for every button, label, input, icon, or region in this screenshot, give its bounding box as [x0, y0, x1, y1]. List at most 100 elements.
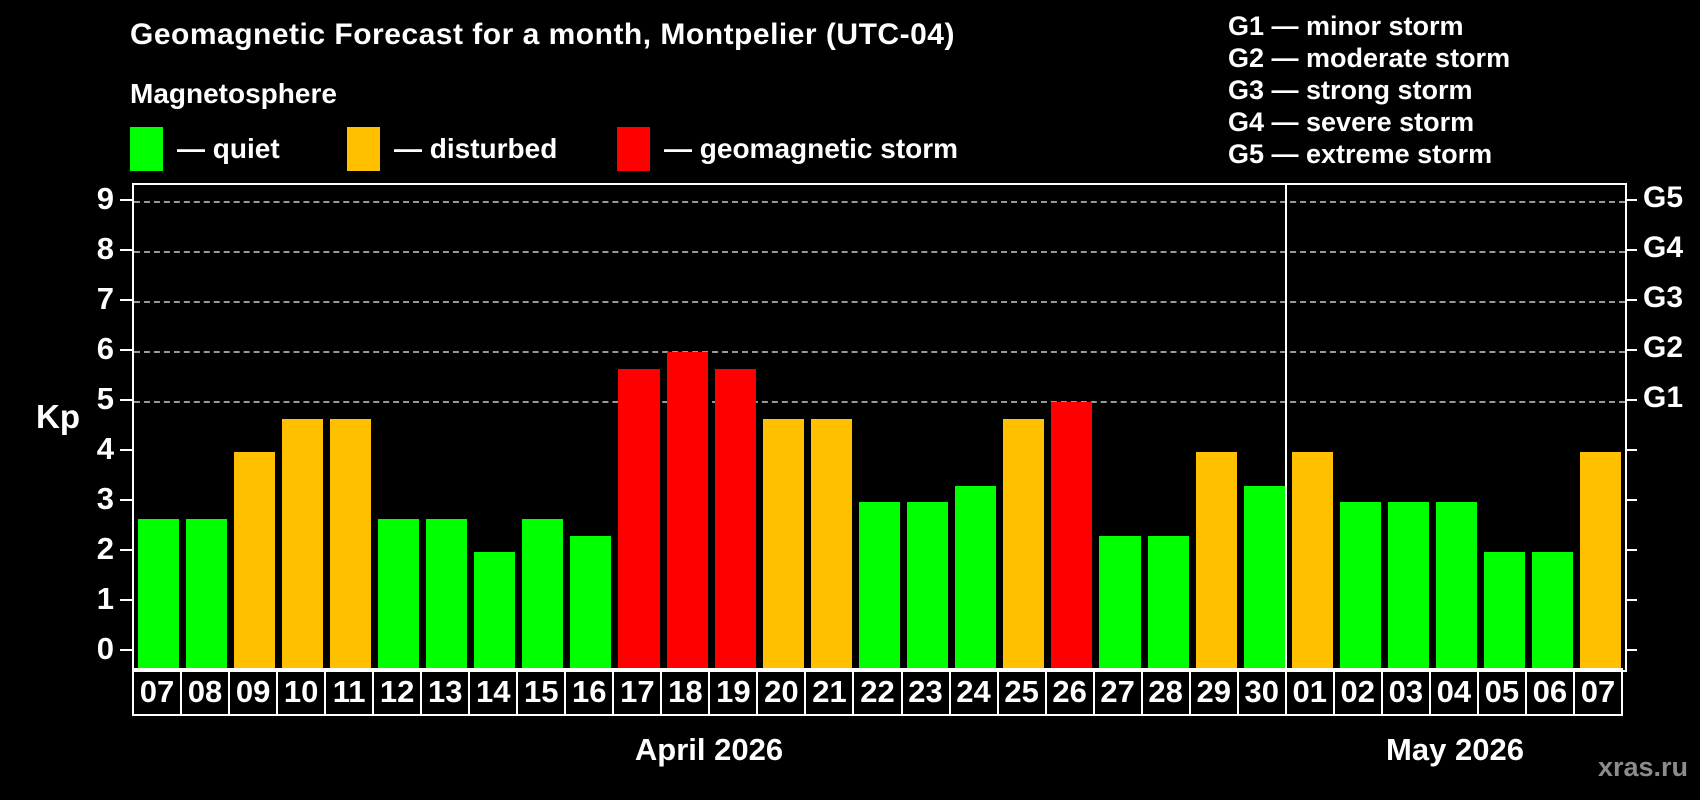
legend-item-storm: — geomagnetic storm	[617, 126, 958, 172]
right-tick-2	[1625, 549, 1637, 551]
kp-bar-april-12	[377, 518, 420, 670]
kp-bar-april-07	[137, 518, 179, 670]
left-tick-7	[120, 299, 132, 301]
chart-title: Geomagnetic Forecast for a month, Montpe…	[130, 18, 955, 51]
legend-item-disturbed: — disturbed	[347, 126, 557, 172]
date-cell-april-15: 15	[518, 670, 567, 714]
kp-bar-april-24	[955, 485, 997, 670]
left-tick-1	[120, 599, 132, 601]
date-cell-april-20: 20	[758, 670, 807, 714]
kp-bar-april-28	[1147, 535, 1189, 670]
chart-subtitle: Magnetosphere	[130, 78, 337, 109]
date-cell-april-16: 16	[566, 670, 615, 714]
kp-bar-april-13	[426, 518, 468, 670]
kp-bar-april-22	[858, 502, 901, 670]
right-tick-7	[1625, 299, 1637, 301]
g-axis-label-g2: G2	[1643, 331, 1684, 364]
kp-bar-april-25	[1003, 418, 1045, 670]
kp-bar-may-07	[1580, 452, 1622, 670]
storm-color-swatch	[617, 127, 650, 171]
disturbed-color-swatch	[347, 127, 380, 171]
date-cell-april-17: 17	[614, 670, 663, 714]
y-tick-label-6: 6	[96, 331, 114, 366]
date-cell-april-11: 11	[326, 670, 375, 714]
right-tick-6	[1625, 349, 1637, 351]
y-tick-label-5: 5	[96, 381, 114, 416]
y-tick-label-3: 3	[96, 481, 114, 516]
date-cell-may-02: 02	[1335, 670, 1383, 714]
kp-bar-april-27	[1099, 535, 1141, 670]
kp-bar-april-29	[1195, 452, 1237, 670]
gridline-kp-6	[134, 351, 1625, 353]
legend-item-quiet: — quiet	[130, 126, 280, 172]
kp-bar-april-14	[474, 552, 516, 670]
date-cell-april-18: 18	[662, 670, 711, 714]
date-cell-april-22: 22	[854, 670, 903, 714]
date-cell-may-04: 04	[1431, 670, 1479, 714]
gridline-kp-7	[134, 301, 1625, 303]
left-tick-4	[120, 449, 132, 451]
legend-label-disturbed: — disturbed	[394, 133, 558, 164]
kp-bar-may-01	[1291, 452, 1333, 670]
kp-bar-april-30	[1243, 485, 1285, 670]
g-axis-label-g3: G3	[1643, 281, 1684, 314]
quiet-color-swatch	[130, 127, 163, 171]
month-label-may: May 2026	[1386, 732, 1524, 767]
g-axis-label-g4: G4	[1643, 231, 1684, 264]
date-cell-april-25: 25	[999, 670, 1047, 714]
y-tick-label-1: 1	[96, 581, 114, 616]
g-legend-line-g4: G4 — severe storm	[1228, 107, 1475, 137]
right-tick-5	[1625, 399, 1637, 401]
date-cell-april-13: 13	[422, 670, 471, 714]
left-tick-8	[120, 249, 132, 251]
right-tick-3	[1625, 499, 1637, 501]
g-axis-label-g1: G1	[1643, 381, 1684, 414]
kp-bar-april-11	[329, 418, 371, 670]
date-cell-april-21: 21	[806, 670, 855, 714]
g-legend-line-g1: G1 — minor storm	[1228, 11, 1464, 41]
date-cell-may-07: 07	[1580, 674, 1616, 709]
date-cell-april-28: 28	[1143, 670, 1191, 714]
kp-bar-april-21	[810, 418, 852, 670]
kp-bar-april-16	[570, 535, 612, 670]
kp-bar-may-06	[1532, 552, 1574, 670]
left-tick-5	[120, 399, 132, 401]
left-tick-2	[120, 549, 132, 551]
right-tick-4	[1625, 449, 1637, 451]
kp-bar-may-04	[1436, 502, 1478, 670]
gridline-kp-9	[134, 201, 1625, 203]
kp-bar-april-26	[1051, 402, 1093, 670]
x-axis-date-row: 07 08 09 10 11 12 13 14 15 16 17 18 19 20 21 22 23 24 25 26…	[132, 668, 1623, 716]
kp-bar-april-18	[666, 352, 708, 670]
y-tick-label-9: 9	[96, 181, 114, 216]
kp-bar-april-10	[281, 418, 323, 670]
plot-area	[132, 183, 1627, 672]
kp-bar-may-03	[1388, 502, 1430, 670]
date-cell-april-08: 08	[182, 670, 231, 714]
kp-bar-april-23	[907, 502, 949, 670]
y-tick-label-0: 0	[96, 631, 114, 666]
legend-label-storm: — geomagnetic storm	[664, 133, 959, 164]
date-cell-may-03: 03	[1383, 670, 1431, 714]
left-tick-9	[120, 199, 132, 201]
date-cell-may-06: 06	[1527, 670, 1575, 714]
right-tick-0	[1625, 649, 1637, 651]
date-cell-april-14: 14	[470, 670, 519, 714]
left-tick-3	[120, 499, 132, 501]
kp-bar-april-08	[185, 518, 227, 670]
kp-bar-april-19	[714, 368, 756, 670]
g-legend-line-g2: G2 — moderate storm	[1228, 43, 1511, 73]
kp-bar-may-05	[1484, 552, 1526, 670]
date-cell-april-26: 26	[1047, 670, 1095, 714]
y-tick-label-2: 2	[96, 531, 114, 566]
gridline-kp-8	[134, 251, 1625, 253]
left-tick-0	[120, 649, 132, 651]
g-legend-line-g3: G3 — strong storm	[1228, 75, 1473, 105]
y-tick-label-7: 7	[96, 281, 114, 316]
left-tick-6	[120, 349, 132, 351]
watermark: xras.ru	[1597, 752, 1688, 782]
right-tick-1	[1625, 599, 1637, 601]
date-cell-april-12: 12	[374, 670, 423, 714]
date-cell-april-27: 27	[1095, 670, 1143, 714]
